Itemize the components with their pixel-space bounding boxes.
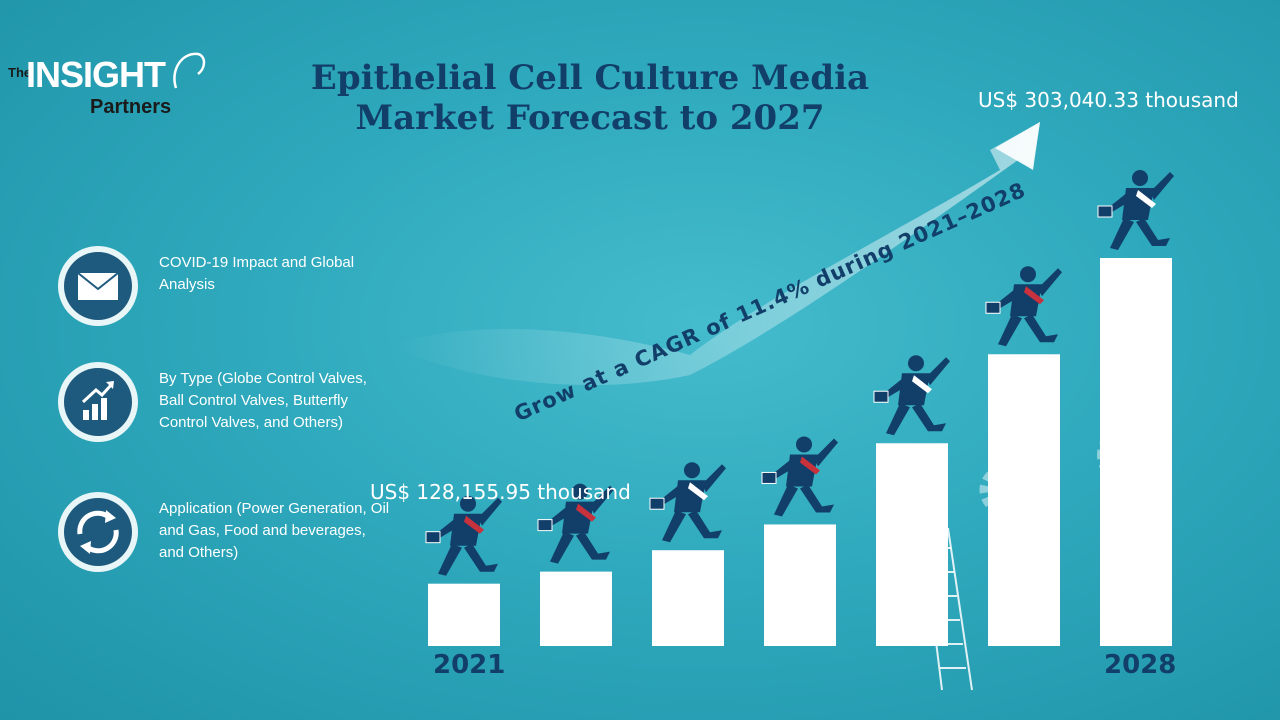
envelope-icon [58, 246, 138, 326]
business-figure-4 [873, 355, 950, 436]
business-figure-1 [537, 483, 614, 564]
logo: The INSIGHT Partners [8, 48, 208, 122]
bar-2 [652, 550, 724, 646]
x-tick-label-end: 2028 [1104, 650, 1177, 680]
business-figure-5 [985, 266, 1062, 347]
logo-swoosh-icon [173, 52, 206, 89]
logo-partners-text: Partners [90, 96, 172, 118]
bar-1 [540, 571, 612, 646]
recycle-arrows-icon [58, 492, 138, 572]
start-value-label: US$ 128,155.95 thousand [370, 480, 631, 504]
bar-group [428, 258, 1172, 646]
ladder-decoration [921, 527, 973, 691]
bar-0 [428, 583, 500, 646]
segment-label: By Type (Globe Control Valves, Ball Cont… [159, 370, 367, 431]
business-figure-2 [649, 462, 726, 543]
x-tick-label-start: 2021 [433, 650, 506, 680]
business-figure-3 [761, 436, 838, 517]
logo-insight-text: INSIGHT [26, 54, 166, 95]
business-figure-6 [1097, 170, 1174, 250]
segment-label: COVID-19 Impact and Global Analysis [159, 254, 355, 293]
growth-arrow-swoosh [390, 122, 1040, 385]
bar-6 [1100, 258, 1172, 646]
bar-3 [764, 524, 836, 646]
bar-4 [876, 443, 948, 646]
business-figure-0 [425, 495, 502, 576]
bar-5 [988, 354, 1060, 646]
growth-arrow-head [995, 122, 1040, 170]
growth-chart-icon [58, 362, 138, 442]
segment-label: Application (Power Generation, Oil and G… [159, 500, 390, 561]
figure-group [425, 170, 1174, 576]
end-value-label: US$ 303,040.33 thousand [978, 88, 1239, 112]
page-title: Epithelial Cell Culture Media Market For… [310, 58, 870, 138]
